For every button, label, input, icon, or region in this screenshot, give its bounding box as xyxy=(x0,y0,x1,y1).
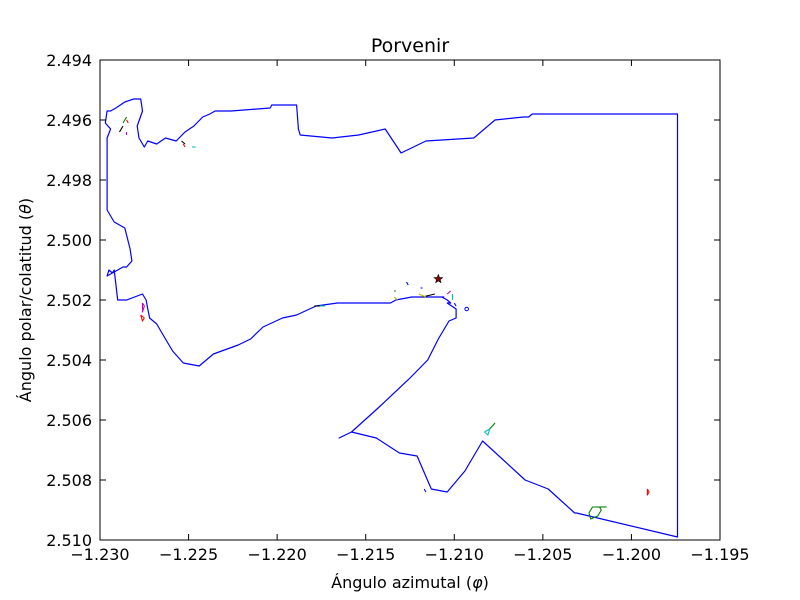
x-tick-label: −1.200 xyxy=(602,545,661,564)
series-line-feature xyxy=(406,281,409,286)
y-tick-label: 2.504 xyxy=(46,351,92,370)
series-line-feature xyxy=(423,488,427,493)
y-tick-label: 2.500 xyxy=(46,231,92,250)
y-tick-label: 2.506 xyxy=(46,411,92,430)
x-axis-ticks: −1.230 −1.225 −1.220 −1.215 −1.210 −1.205 −1.2… xyxy=(70,60,750,564)
series-line-feature xyxy=(141,302,145,313)
series-line-feature xyxy=(646,488,650,496)
y-tick-label: 2.496 xyxy=(46,111,92,130)
series-line-feature xyxy=(122,116,128,124)
series-line-feature xyxy=(140,314,145,322)
series-line-feature xyxy=(453,302,457,307)
x-tick-label: −1.220 xyxy=(248,545,307,564)
series-line-feature xyxy=(181,140,186,145)
series-layer xyxy=(104,98,679,538)
series-line-outline xyxy=(104,98,679,538)
y-tick-label: 2.498 xyxy=(46,171,92,190)
y-tick-label: 2.508 xyxy=(46,471,92,490)
y-tick-label: 2.494 xyxy=(46,51,92,70)
x-tick-label: −1.230 xyxy=(70,545,129,564)
x-tick-label: −1.215 xyxy=(336,545,395,564)
x-tick-label: −1.195 xyxy=(690,545,749,564)
chart-title: Porvenir xyxy=(371,35,449,57)
series-line-feature xyxy=(446,290,452,295)
y-axis-label: Ángulo polar/colatitud (θ) xyxy=(16,198,35,402)
star-marker xyxy=(433,273,444,284)
series-line-feature xyxy=(484,428,491,436)
series-line-feature xyxy=(126,119,129,124)
x-axis-label: Ángulo azimutal (φ) xyxy=(331,573,489,592)
series-line-feature xyxy=(182,143,186,148)
series-line-feature xyxy=(418,293,427,298)
marker-layer xyxy=(433,273,469,312)
series-line-feature xyxy=(393,296,398,301)
y-tick-label: 2.510 xyxy=(46,531,92,550)
x-tick-label: −1.205 xyxy=(513,545,572,564)
series-line-feature xyxy=(588,506,602,520)
x-tick-label: −1.210 xyxy=(425,545,484,564)
x-tick-label: −1.225 xyxy=(159,545,218,564)
point-marker xyxy=(464,306,469,312)
series-line-feature xyxy=(489,422,496,430)
y-tick-label: 2.502 xyxy=(46,291,92,310)
series-line-feature xyxy=(119,125,124,133)
y-axis-ticks: 2.494 2.496 2.498 2.500 2.502 2.504 2.506 2.508… xyxy=(46,51,720,550)
